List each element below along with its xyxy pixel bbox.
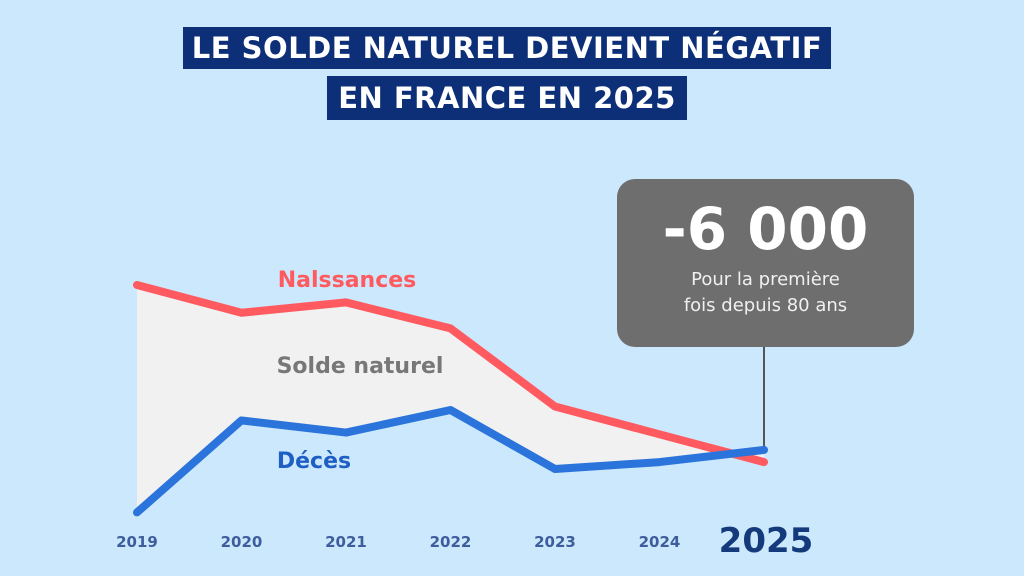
x-tick-label: 2024 (639, 533, 681, 551)
title-line-1: LE SOLDE NATUREL DEVIENT NÉGATIF (183, 27, 831, 69)
callout-value: -6 000 (662, 195, 869, 263)
x-tick-label: 2020 (221, 533, 263, 551)
x-tick-label: 2025 (719, 521, 814, 561)
x-tick-label: 2021 (325, 533, 367, 551)
births-label: Nalssances (278, 268, 417, 293)
x-tick-label: 2022 (430, 533, 472, 551)
x-tick-label: 2023 (534, 533, 576, 551)
solde-naturel-area (137, 285, 764, 513)
title-line-2: EN FRANCE EN 2025 (327, 76, 687, 120)
deaths-label: Décès (277, 449, 351, 474)
x-tick-label: 2019 (116, 533, 158, 551)
callout-line-1: Pour la première (691, 269, 840, 290)
deaths-line (133, 406, 768, 517)
births-line (133, 281, 768, 467)
area-label: Solde naturel (277, 354, 444, 379)
callout-box: -6 000 Pour la première fois depuis 80 a… (617, 179, 914, 347)
callout-line-2: fois depuis 80 ans (683, 295, 848, 316)
